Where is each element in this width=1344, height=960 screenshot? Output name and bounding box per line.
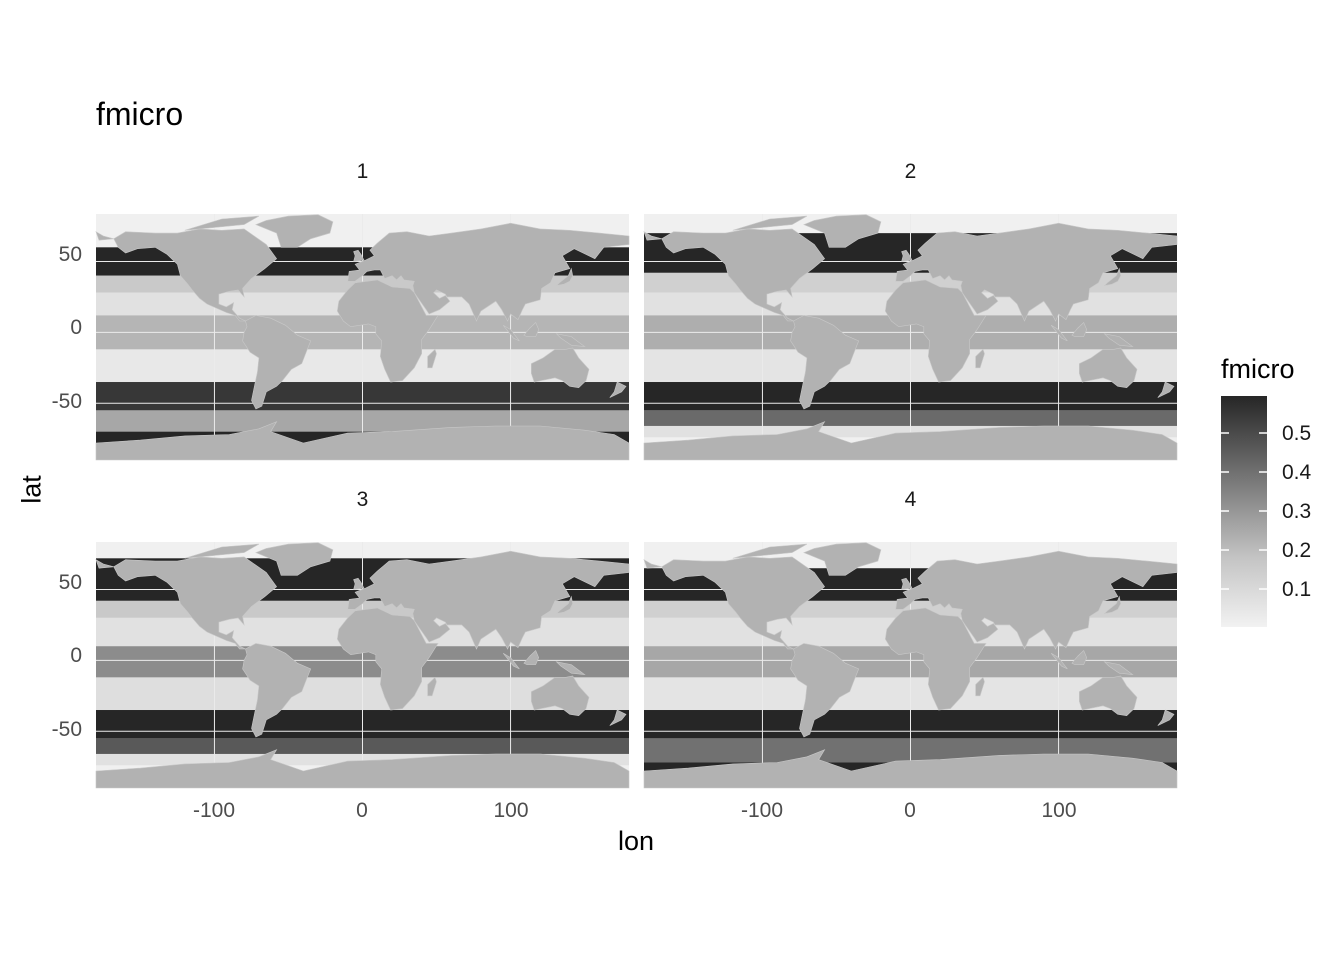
map-panel-2 bbox=[643, 214, 1178, 461]
land-mass bbox=[901, 249, 913, 262]
land-mass bbox=[184, 215, 260, 231]
land-mass bbox=[661, 556, 826, 650]
land-mass bbox=[95, 559, 114, 569]
land-mass bbox=[242, 643, 312, 738]
land-mass bbox=[1103, 595, 1122, 615]
land-mass bbox=[427, 348, 437, 369]
y-tick-bottom-50: 50 bbox=[58, 571, 82, 594]
land-mass bbox=[732, 543, 808, 559]
land-mass bbox=[347, 222, 630, 322]
land-mass bbox=[502, 325, 520, 342]
x-tick-left-100: 100 bbox=[493, 799, 529, 822]
land-mass bbox=[1050, 653, 1068, 670]
land-mass bbox=[336, 279, 439, 383]
land-mass bbox=[884, 607, 987, 711]
x-tick-right-100: 100 bbox=[1041, 799, 1077, 822]
land-mass bbox=[523, 321, 540, 337]
legend-label-0.3: 0.3 bbox=[1282, 500, 1312, 523]
land-mass bbox=[975, 676, 985, 697]
x-axis-title: lon bbox=[617, 826, 655, 856]
land-mass bbox=[113, 228, 278, 322]
map-panel-3 bbox=[95, 542, 630, 789]
land-mass bbox=[643, 421, 1178, 461]
land-mass bbox=[884, 279, 987, 383]
land-mass bbox=[113, 556, 278, 650]
land-mass bbox=[803, 214, 882, 248]
land-mass bbox=[643, 231, 662, 241]
land-mass bbox=[555, 267, 574, 287]
land-mass bbox=[1078, 675, 1138, 717]
y-axis-title: lat bbox=[16, 475, 47, 504]
land-mass bbox=[975, 348, 985, 369]
land-mass bbox=[555, 333, 586, 348]
y-tick-top-50: 50 bbox=[58, 243, 82, 266]
land-mass bbox=[1157, 709, 1175, 726]
land-mass bbox=[255, 214, 334, 248]
land-mass bbox=[1157, 381, 1175, 398]
land-mass bbox=[555, 595, 574, 615]
x-tick-right-minus100: -100 bbox=[740, 799, 784, 822]
land-mass bbox=[1103, 333, 1134, 348]
y-tick-top-0: 0 bbox=[70, 316, 82, 339]
y-tick-top-minus50: -50 bbox=[51, 390, 82, 413]
land-mass bbox=[502, 653, 520, 670]
facet-label-4: 4 bbox=[904, 488, 917, 511]
land-mass bbox=[95, 421, 630, 461]
land-mass bbox=[901, 577, 913, 590]
land-mass bbox=[95, 749, 630, 789]
land-mass bbox=[895, 550, 1178, 650]
land-mass bbox=[790, 315, 860, 410]
land-mass bbox=[530, 347, 590, 389]
facet-label-2: 2 bbox=[904, 160, 917, 183]
land-mass bbox=[643, 749, 1178, 789]
map-panel-4 bbox=[643, 542, 1178, 789]
land-mass bbox=[1103, 661, 1134, 676]
facet-label-3: 3 bbox=[356, 488, 369, 511]
plot-title: fmicro bbox=[96, 96, 184, 132]
land-mass bbox=[661, 228, 826, 322]
land-mass bbox=[242, 315, 312, 410]
x-tick-left-0: 0 bbox=[356, 799, 368, 822]
land-mass bbox=[1071, 649, 1088, 665]
land-mass bbox=[609, 381, 627, 398]
land-mass bbox=[336, 607, 439, 711]
land-mass bbox=[1078, 347, 1138, 389]
land-mass bbox=[95, 231, 114, 241]
x-tick-left-minus100: -100 bbox=[192, 799, 236, 822]
land-mass bbox=[555, 661, 586, 676]
legend-colorbar bbox=[1221, 396, 1267, 627]
facet-label-1: 1 bbox=[356, 160, 369, 183]
land-mass bbox=[184, 543, 260, 559]
y-tick-bottom-minus50: -50 bbox=[51, 718, 82, 741]
land-mass bbox=[427, 676, 437, 697]
legend-label-0.5: 0.5 bbox=[1282, 422, 1312, 445]
land-mass bbox=[732, 215, 808, 231]
legend-label-0.2: 0.2 bbox=[1282, 539, 1312, 562]
land-mass bbox=[803, 542, 882, 576]
land-mass bbox=[609, 709, 627, 726]
legend-label-0.1: 0.1 bbox=[1282, 578, 1312, 601]
land-mass bbox=[790, 643, 860, 738]
land-mass bbox=[347, 550, 630, 650]
land-mass bbox=[895, 222, 1178, 322]
legend-label-0.4: 0.4 bbox=[1282, 461, 1312, 484]
land-mass bbox=[1103, 267, 1122, 287]
land-mass bbox=[1050, 325, 1068, 342]
land-mass bbox=[255, 542, 334, 576]
land-mass bbox=[353, 249, 365, 262]
land-mass bbox=[1071, 321, 1088, 337]
land-mass bbox=[530, 675, 590, 717]
legend-title: fmicro bbox=[1221, 354, 1295, 384]
map-panel-1 bbox=[95, 214, 630, 461]
x-tick-right-0: 0 bbox=[904, 799, 916, 822]
land-mass bbox=[523, 649, 540, 665]
y-tick-bottom-0: 0 bbox=[70, 644, 82, 667]
land-mass bbox=[643, 559, 662, 569]
land-mass bbox=[353, 577, 365, 590]
